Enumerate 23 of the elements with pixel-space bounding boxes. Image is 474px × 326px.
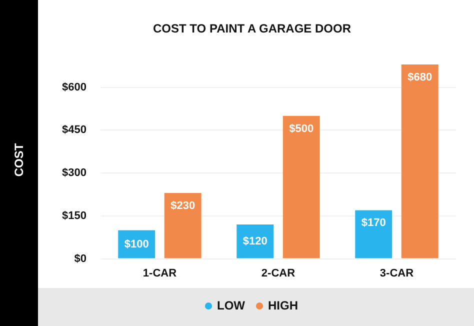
bar	[355, 210, 392, 258]
legend-label: LOW	[217, 298, 246, 312]
x-tick-label: 3-CAR	[380, 267, 414, 280]
y-tick-label: $600	[62, 81, 86, 94]
x-tick-label: 1-CAR	[142, 267, 177, 280]
text: $120	[242, 235, 268, 248]
y-tick-label: $450	[62, 124, 86, 136]
bar	[282, 116, 320, 258]
text: $680	[408, 71, 432, 84]
chart-title: COST TO PAINT A GARAGE DOOR	[152, 22, 352, 36]
bar	[164, 193, 202, 258]
bar	[401, 64, 438, 258]
text: $500	[289, 122, 314, 135]
bar	[236, 224, 274, 258]
text: $230	[170, 200, 196, 212]
y-tick-label: $0	[74, 252, 86, 265]
text: $170	[361, 217, 386, 230]
y-tick-label: $150	[62, 210, 86, 222]
legend-label: HIGH	[268, 298, 298, 312]
y-axis-title: COST	[12, 143, 26, 177]
x-tick-label: 2-CAR	[261, 267, 296, 280]
text: $100	[124, 238, 149, 250]
y-tick-label: $300	[62, 167, 86, 180]
